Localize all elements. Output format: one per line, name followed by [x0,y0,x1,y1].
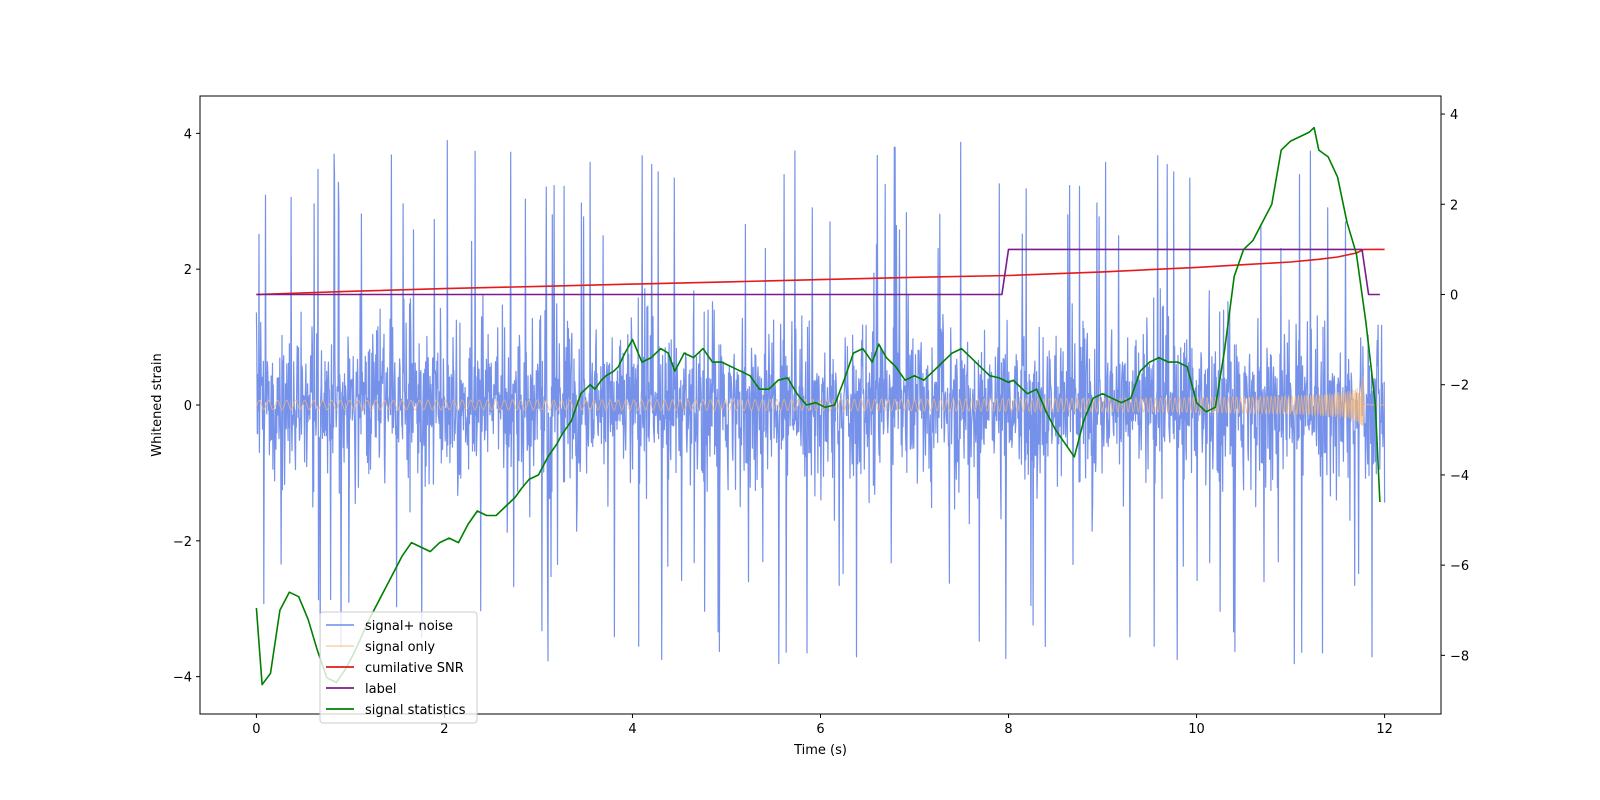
legend-label: label [365,682,396,697]
y-right-tick-label: 4 [1450,108,1458,123]
x-tick-label: 0 [252,722,260,737]
y-right-tick-label: −4 [1450,469,1469,484]
legend-label: cumilative SNR [365,661,464,676]
y-tick-label: 4 [184,127,192,142]
y-tick-label: 2 [184,263,192,278]
y-tick-label: 0 [184,399,192,414]
legend-label: signal statistics [365,703,466,718]
y-right-tick-label: 2 [1450,198,1458,213]
legend: signal+ noise signal only cumilative SNR la… [319,611,478,724]
ticks-layer: 0 2 4 6 8 10 12 −4 −2 0 2 4 −8 −6 −4 −2 0 2 4 [173,108,1469,737]
y-tick-label: −4 [173,671,192,686]
series-line-signal-only [255,375,1385,427]
legend-label: signal+ noise [365,619,453,634]
x-tick-label: 6 [816,722,824,737]
x-tick-label: 10 [1188,722,1205,737]
series-line-label [256,248,1380,296]
legend-box [319,611,478,724]
series-layer [255,126,1386,686]
y-right-tick-label: 0 [1450,288,1458,303]
y-right-tick-label: −8 [1450,649,1469,664]
series-line-signal-statistics [255,126,1381,686]
y-tick-label: −2 [173,535,192,550]
x-tick-label: 4 [628,722,636,737]
legend-label: signal only [365,640,435,655]
y-right-tick-label: −6 [1450,559,1469,574]
x-tick-label: 2 [440,722,448,737]
y-right-tick-label: −2 [1450,379,1469,394]
y-axis-label: Whitened strain [150,353,165,456]
x-tick-label: 12 [1376,722,1393,737]
x-axis-label: Time (s) [793,743,847,758]
plot-area [255,126,1386,686]
series-line-cumilative-snr [256,248,1385,296]
x-tick-label: 8 [1004,722,1012,737]
